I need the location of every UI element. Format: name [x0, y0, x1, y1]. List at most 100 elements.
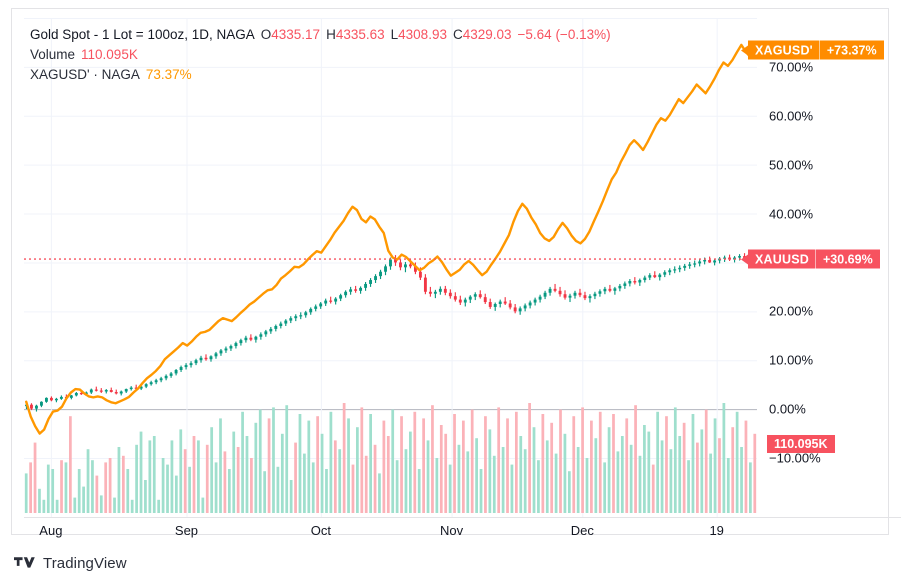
volume-bar	[395, 460, 399, 513]
volume-bar	[351, 464, 355, 513]
volume-bar	[294, 442, 297, 513]
candle-body	[89, 389, 93, 393]
candle-body	[668, 270, 672, 273]
time-axis[interactable]: Aug Sep Oct Nov Dec 19	[24, 517, 901, 544]
candle-body	[508, 303, 512, 308]
volume-bar	[360, 407, 364, 513]
volume-bar	[691, 414, 695, 513]
chart-frame: Gold Spot - 1 Lot = 100oz, 1D, NAGA O4335…	[11, 8, 901, 538]
time-axis-label: Aug	[39, 523, 63, 538]
candle-body	[309, 308, 313, 313]
volume-bar	[342, 403, 346, 513]
candle-body	[169, 373, 173, 376]
candle-body	[144, 384, 148, 387]
candle-body	[628, 281, 632, 284]
volume-bar	[669, 449, 673, 513]
candle-body	[49, 397, 53, 401]
volume-bar	[514, 411, 518, 513]
candle-body	[583, 295, 587, 299]
silver-price-badge-pointer	[741, 45, 748, 56]
price-axis[interactable]: 70.00% 60.00% 50.00% 40.00% 20.00% 10.00% 0.00…	[741, 18, 901, 517]
volume-bar	[232, 431, 236, 513]
volume-bar	[492, 455, 496, 513]
volume-bar	[272, 407, 275, 513]
volume-bar	[250, 458, 253, 513]
volume-bar	[192, 436, 196, 513]
volume-bar	[174, 475, 178, 513]
candle-body	[603, 288, 607, 292]
candle-body	[274, 326, 278, 329]
volume-bar	[219, 418, 222, 513]
silver-price-badge[interactable]: XAGUSD' +73.37%	[741, 40, 884, 60]
price-axis-label: 10.00%	[769, 352, 814, 368]
volume-bar	[519, 436, 523, 513]
volume-bar	[108, 458, 112, 513]
candle-body	[533, 299, 537, 303]
candle-body	[184, 365, 188, 368]
volume-bar	[404, 449, 408, 513]
price-axis-label: 20.00%	[769, 303, 814, 319]
candle-body	[618, 285, 622, 289]
volume-bar	[356, 427, 359, 513]
gold-price-badge-symbol: XAUUSD	[755, 252, 809, 267]
candle-body	[229, 346, 233, 349]
volume-bar	[528, 403, 531, 513]
volume-bar	[29, 462, 32, 513]
volume-bar	[612, 414, 615, 513]
volume-bar	[435, 458, 439, 513]
candle-body	[374, 276, 377, 281]
volume-bar	[660, 440, 664, 513]
volume-bar	[382, 420, 386, 513]
candle-body	[339, 295, 343, 299]
volume-bar	[113, 497, 116, 513]
chart-canvas[interactable]	[24, 18, 757, 517]
volume-bar	[753, 433, 757, 513]
volume-bar	[267, 418, 271, 513]
volume-bar	[678, 436, 682, 513]
candle-body	[319, 303, 323, 307]
volume-badge[interactable]: 110.095K	[767, 435, 835, 453]
volume-bar	[722, 403, 726, 513]
volume-bar	[457, 444, 461, 513]
volume-bar	[718, 438, 721, 513]
volume-bar	[258, 409, 262, 513]
volume-bar	[550, 422, 554, 513]
candle-body	[498, 301, 502, 304]
volume-bar	[567, 471, 571, 513]
candle-body	[239, 340, 243, 344]
volume-bar	[470, 409, 474, 513]
candle-body	[204, 357, 208, 360]
volume-bar	[594, 438, 598, 513]
volume-bar	[276, 466, 280, 513]
candle-body	[124, 389, 128, 392]
volume-bar	[51, 469, 55, 513]
candle-body	[109, 390, 113, 392]
candle-body	[648, 275, 652, 278]
candle-body	[573, 292, 577, 296]
candle-body	[588, 296, 592, 299]
volume-bar	[311, 462, 315, 513]
candle-body	[738, 256, 741, 258]
price-axis-label: 60.00%	[769, 108, 814, 124]
volume-bar	[431, 405, 434, 513]
candle-body	[284, 320, 288, 324]
volume-bar	[696, 442, 699, 513]
candle-body	[453, 296, 457, 300]
volume-bar	[656, 411, 660, 513]
volume-bar	[325, 469, 328, 513]
volume-bar	[241, 411, 244, 513]
candle-body	[99, 390, 103, 392]
volume-bar	[704, 409, 708, 513]
candle-body	[299, 315, 303, 317]
candle-body	[224, 348, 228, 351]
candle-body	[164, 375, 168, 379]
volume-bar	[24, 473, 28, 513]
candle-body	[638, 280, 642, 283]
candle-body	[493, 304, 497, 307]
gold-price-badge[interactable]: XAUUSD +30.69%	[741, 249, 880, 269]
plot-area[interactable]	[24, 18, 757, 517]
candle-body	[723, 257, 727, 259]
volume-bar	[161, 458, 165, 513]
volume-bar	[210, 427, 214, 513]
candle-body	[623, 283, 627, 286]
